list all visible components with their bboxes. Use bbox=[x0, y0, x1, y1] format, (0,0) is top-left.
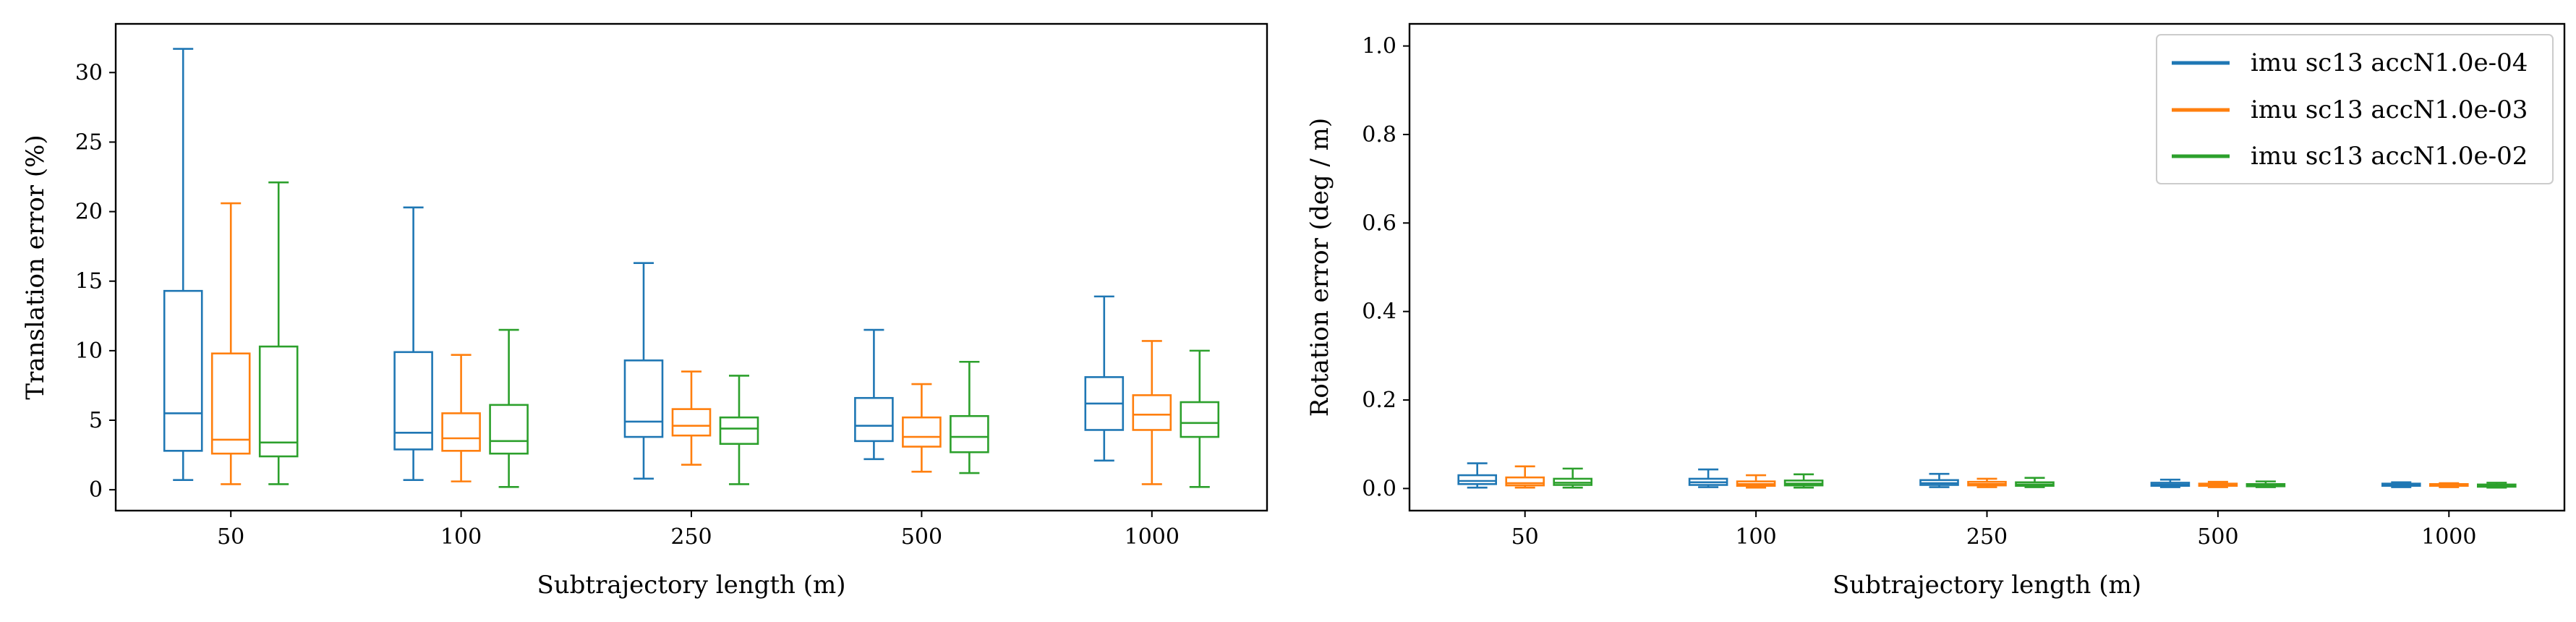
translation-box-series1-500 bbox=[902, 383, 942, 473]
rotation-box-series2-50 bbox=[1553, 467, 1592, 489]
translation-box-series0-50 bbox=[163, 48, 203, 481]
box-iqr bbox=[719, 416, 759, 446]
legend-label-1: imu sc13 accN1.0e-03 bbox=[2251, 95, 2528, 124]
translation-box-series1-50 bbox=[210, 202, 251, 485]
translation-box-series1-1000 bbox=[1132, 340, 1172, 485]
box-iqr bbox=[671, 408, 712, 437]
rotation-plot-area bbox=[1457, 462, 2517, 489]
box-iqr bbox=[1132, 394, 1172, 431]
translation-box-series2-50 bbox=[258, 181, 299, 485]
rotation-box-series1-100 bbox=[1736, 474, 1776, 489]
rotation-y-tick-label: 0.2 bbox=[1362, 388, 1396, 413]
rotation-y-tick-label: 0.4 bbox=[1362, 299, 1396, 325]
rotation-box-series2-1000 bbox=[2477, 482, 2517, 489]
rotation-box-series0-250 bbox=[1919, 472, 1959, 488]
rotation-x-tick-label: 100 bbox=[1735, 524, 1776, 550]
rotation-x-tick-label: 250 bbox=[1966, 524, 2008, 550]
box-iqr bbox=[1180, 401, 1220, 438]
translation-x-tick-label: 1000 bbox=[1125, 524, 1180, 550]
rotation-y-tick-label: 0.0 bbox=[1362, 476, 1396, 501]
rotation-error-chart: 0.0 0.2 0.4 0.6 0.8 1.0 50 100 250 500 1000 Subtra… bbox=[1305, 22, 2566, 600]
translation-x-tick-label: 100 bbox=[440, 524, 482, 550]
rotation-x-axis-label: Subtrajectory length (m) bbox=[1833, 571, 2141, 600]
rotation-x-tick-label: 1000 bbox=[2421, 524, 2476, 550]
box-iqr bbox=[441, 412, 481, 452]
rotation-box-series0-500 bbox=[2150, 478, 2191, 488]
translation-ticks: 0 5 10 15 20 25 30 50 100 250 500 1000 bbox=[75, 60, 1180, 550]
box-iqr bbox=[258, 345, 299, 458]
translation-y-tick-label: 20 bbox=[75, 200, 103, 225]
rotation-y-tick-label: 0.6 bbox=[1362, 210, 1396, 236]
rotation-box-series0-100 bbox=[1688, 468, 1728, 488]
box-iqr bbox=[163, 289, 203, 452]
translation-box-series2-250 bbox=[719, 375, 759, 485]
box-iqr bbox=[1505, 476, 1545, 487]
rotation-x-tick-label: 50 bbox=[1511, 524, 1539, 550]
rotation-box-series1-500 bbox=[2198, 480, 2238, 488]
translation-y-tick-label: 5 bbox=[89, 408, 103, 433]
legend-label-0: imu sc13 accN1.0e-04 bbox=[2251, 48, 2528, 77]
translation-box-series2-100 bbox=[489, 328, 529, 488]
translation-box-series0-500 bbox=[854, 328, 894, 461]
box-iqr bbox=[950, 414, 989, 453]
translation-plot-area bbox=[163, 48, 1220, 488]
box-iqr bbox=[623, 359, 664, 438]
box-iqr bbox=[1457, 474, 1497, 485]
rotation-box-series2-100 bbox=[1783, 473, 1824, 489]
translation-y-axis-label: Translation error (%) bbox=[21, 135, 50, 399]
box-iqr bbox=[902, 416, 942, 448]
box-iqr bbox=[489, 404, 529, 455]
translation-error-chart: 0 5 10 15 20 25 30 50 100 250 500 1000 Subtrajector… bbox=[21, 22, 1268, 600]
translation-x-tick-label: 50 bbox=[217, 524, 244, 550]
translation-box-series0-250 bbox=[623, 262, 664, 480]
rotation-y-tick-label: 0.8 bbox=[1362, 122, 1396, 148]
rotation-box-series1-1000 bbox=[2429, 482, 2469, 488]
translation-box-series0-100 bbox=[393, 206, 433, 481]
rotation-box-series1-50 bbox=[1505, 465, 1545, 489]
rotation-box-series0-1000 bbox=[2381, 481, 2421, 488]
rotation-y-tick-label: 1.0 bbox=[1362, 34, 1396, 59]
rotation-box-series1-250 bbox=[1967, 477, 2007, 488]
translation-y-tick-label: 0 bbox=[89, 477, 103, 503]
legend-frame bbox=[2156, 34, 2554, 184]
translation-x-tick-label: 500 bbox=[901, 524, 942, 550]
translation-y-tick-label: 25 bbox=[75, 129, 103, 155]
rotation-box-series0-50 bbox=[1457, 462, 1497, 489]
rotation-box-series2-250 bbox=[2015, 477, 2055, 488]
legend: imu sc13 accN1.0e-04 imu sc13 accN1.0e-0… bbox=[2156, 34, 2554, 184]
rotation-ticks: 0.0 0.2 0.4 0.6 0.8 1.0 50 100 250 500 1000 bbox=[1362, 34, 2476, 550]
translation-box-series2-1000 bbox=[1180, 349, 1220, 488]
box-iqr bbox=[854, 396, 894, 443]
translation-y-tick-label: 15 bbox=[75, 269, 103, 294]
rotation-x-tick-label: 500 bbox=[2197, 524, 2238, 550]
translation-box-series1-250 bbox=[671, 370, 712, 466]
translation-y-tick-label: 10 bbox=[75, 338, 103, 364]
translation-box-series0-1000 bbox=[1084, 295, 1125, 462]
translation-box-series2-500 bbox=[950, 360, 989, 474]
rotation-y-axis-label: Rotation error (deg / m) bbox=[1305, 118, 1334, 417]
rotation-box-series2-500 bbox=[2246, 480, 2286, 488]
translation-box-series1-100 bbox=[441, 354, 481, 482]
box-iqr bbox=[210, 352, 251, 455]
box-iqr bbox=[393, 351, 433, 451]
translation-x-axis-label: Subtrajectory length (m) bbox=[537, 571, 845, 600]
translation-x-tick-label: 250 bbox=[670, 524, 712, 550]
translation-y-tick-label: 30 bbox=[75, 60, 103, 85]
legend-label-2: imu sc13 accN1.0e-02 bbox=[2251, 142, 2528, 171]
